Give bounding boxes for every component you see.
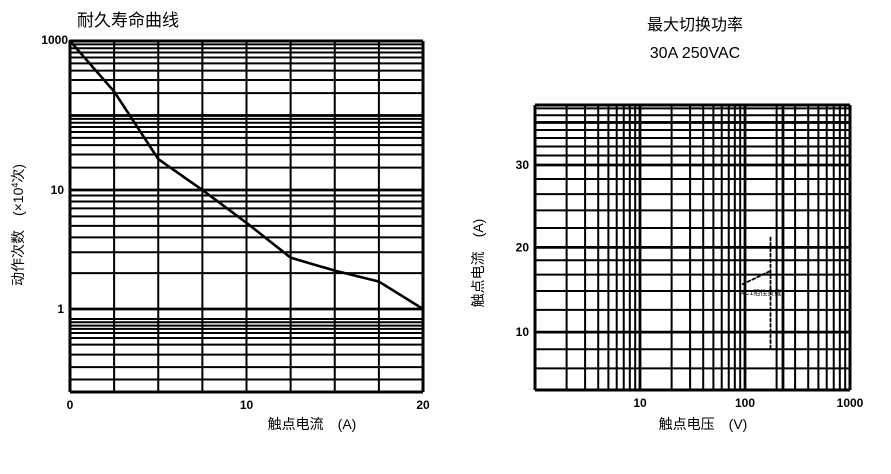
svg-text:1000: 1000 (837, 396, 864, 410)
svg-text:30A 250VAC: 30A 250VAC (650, 45, 740, 62)
svg-text:1000: 1000 (41, 33, 68, 47)
svg-text:10: 10 (516, 325, 530, 339)
svg-text:30: 30 (516, 158, 530, 172)
svg-text:0: 0 (67, 398, 74, 412)
svg-text:AC1阻性负载: AC1阻性负载 (740, 288, 782, 297)
svg-text:触点电流 (A): 触点电流 (A) (268, 416, 357, 432)
svg-text:最大切换功率: 最大切换功率 (647, 16, 743, 34)
svg-text:动作次数 (×104次): 动作次数 (×104次) (10, 164, 26, 286)
svg-text:10: 10 (240, 398, 254, 412)
svg-text:1: 1 (57, 302, 64, 316)
svg-text:触点电压 (V): 触点电压 (V) (659, 416, 748, 432)
svg-text:20: 20 (516, 240, 530, 254)
svg-text:20: 20 (416, 398, 430, 412)
svg-text:100: 100 (735, 396, 755, 410)
svg-text:10: 10 (633, 396, 647, 410)
svg-text:耐久寿命曲线: 耐久寿命曲线 (77, 11, 179, 30)
svg-text:触点电流 (A): 触点电流 (A) (470, 219, 486, 308)
svg-text:10: 10 (51, 183, 65, 197)
